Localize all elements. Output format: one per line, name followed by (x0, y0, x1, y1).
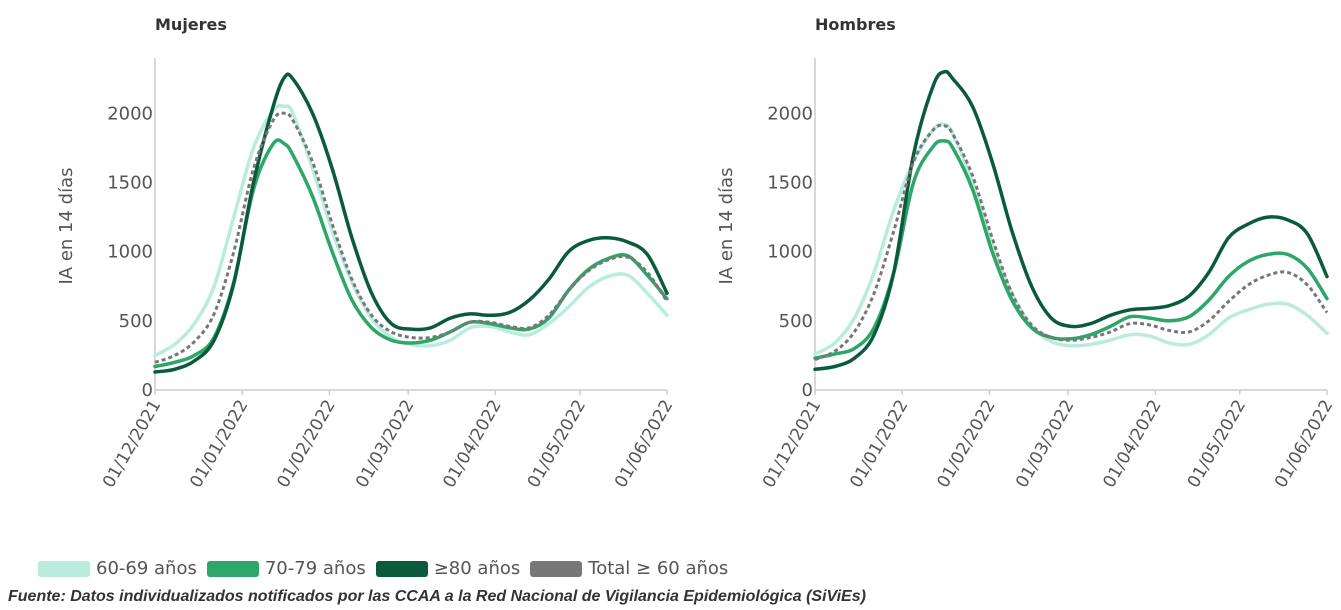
legend-item: 70-79 años (206, 558, 366, 579)
legend-label: Total ≥ 60 años (588, 558, 729, 579)
y-axis-label: IA en 14 días (716, 167, 737, 284)
chart-hombres: Hombres IA en 14 días 0 500 1000 1500 2000 01… (716, 15, 1337, 491)
series-line (813, 69, 1329, 372)
legend-label: 70-79 años (264, 558, 366, 579)
y-tick-label: 500 (119, 311, 153, 332)
chart-title: Hombres (815, 15, 896, 34)
x-tick-label: 01/02/2022 (273, 397, 339, 492)
y-tick-label: 2000 (767, 103, 813, 124)
x-tick-label: 01/06/2022 (1271, 397, 1337, 492)
x-tick-label: 01/12/2021 (99, 397, 165, 492)
legend-item: 60-69 años (38, 558, 197, 579)
charts-area: Mujeres IA en 14 días 050010001500200001… (56, 15, 1337, 491)
x-tick-label: 01/04/2022 (439, 397, 505, 492)
series-line (153, 138, 669, 369)
y-tick-label: 1000 (767, 242, 813, 263)
y-tick-label: 1000 (107, 242, 153, 263)
legend-swatch (38, 560, 90, 577)
source-note: Fuente: Datos individualizados notificad… (8, 588, 866, 605)
y-tick-label: 0 (142, 380, 153, 401)
y-tick-label: 2000 (107, 103, 153, 124)
x-tick-label: 01/03/2022 (352, 396, 418, 491)
legend-swatch (530, 560, 583, 577)
x-tick-label: 01/03/2022 (1012, 397, 1078, 492)
legend-label: ≥80 años (433, 558, 521, 579)
x-tick-label: 01/05/2022 (1184, 397, 1250, 492)
series-line (154, 111, 669, 364)
x-tick-label: 01/06/2022 (611, 397, 677, 492)
y-tick-label: 1500 (767, 173, 813, 194)
chart-mujeres: Mujeres IA en 14 días 0 500 1000 1500 2000 01… (56, 15, 677, 491)
series-line (814, 123, 1329, 362)
x-tick-label: 01/12/2021 (759, 397, 825, 492)
x-tick-label: 01/01/2022 (186, 397, 252, 492)
x-tick-label: 01/05/2022 (524, 397, 590, 492)
x-tick-label: 01/02/2022 (933, 397, 999, 492)
y-tick-label: 500 (779, 311, 813, 332)
series-line (153, 103, 669, 358)
legend-swatch (206, 560, 259, 577)
x-tick-label: 01/01/2022 (846, 397, 912, 492)
series-line (813, 122, 1329, 356)
y-axis-label: IA en 14 días (56, 167, 77, 284)
legend-swatch (375, 560, 428, 577)
y-tick-label: 0 (802, 380, 813, 401)
series-line (153, 72, 669, 374)
legend-item: ≥80 años (375, 558, 521, 579)
y-tick-label: 1500 (107, 173, 153, 194)
chart-title: Mujeres (155, 15, 227, 34)
legend-item: Total ≥ 60 años (530, 558, 728, 579)
x-tick-label: 01/04/2022 (1099, 397, 1165, 492)
legend-label: 60-69 años (96, 558, 197, 579)
legend: 60-69 años 70-79 años ≥80 años Total ≥ 6… (38, 558, 738, 579)
